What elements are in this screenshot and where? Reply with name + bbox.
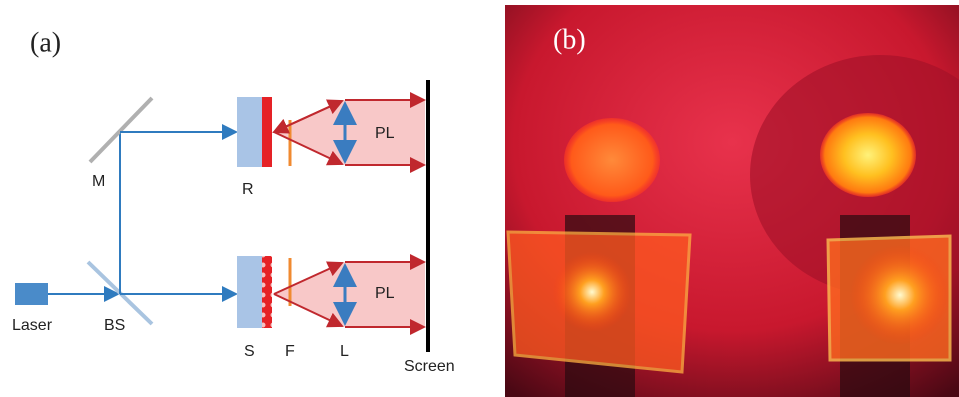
substrate	[237, 97, 262, 167]
label: Screen	[404, 358, 455, 375]
pl-beam	[272, 262, 425, 327]
substrate	[237, 256, 262, 328]
label: PL	[375, 125, 395, 142]
label: F	[285, 343, 295, 360]
reference-film	[262, 97, 272, 167]
sample-film	[262, 256, 272, 328]
glow	[552, 252, 632, 332]
panel-b: (b)	[505, 5, 959, 397]
panel-label: (a)	[30, 27, 61, 58]
pl-spot	[564, 118, 660, 202]
label: PL	[375, 285, 395, 302]
label: BS	[104, 317, 125, 334]
label: R	[242, 181, 254, 198]
label: S	[244, 343, 255, 360]
laser	[15, 283, 48, 305]
label: L	[340, 343, 349, 360]
label: M	[92, 173, 105, 190]
glow	[850, 245, 950, 345]
pl-beam	[272, 100, 425, 165]
panel-label: (b)	[553, 24, 586, 55]
pl-spot	[820, 113, 916, 197]
label: Laser	[12, 317, 53, 334]
panel-a: (a) Laser BS M PL R PL S	[12, 27, 455, 375]
figure: (a) Laser BS M PL R PL S	[0, 0, 959, 397]
